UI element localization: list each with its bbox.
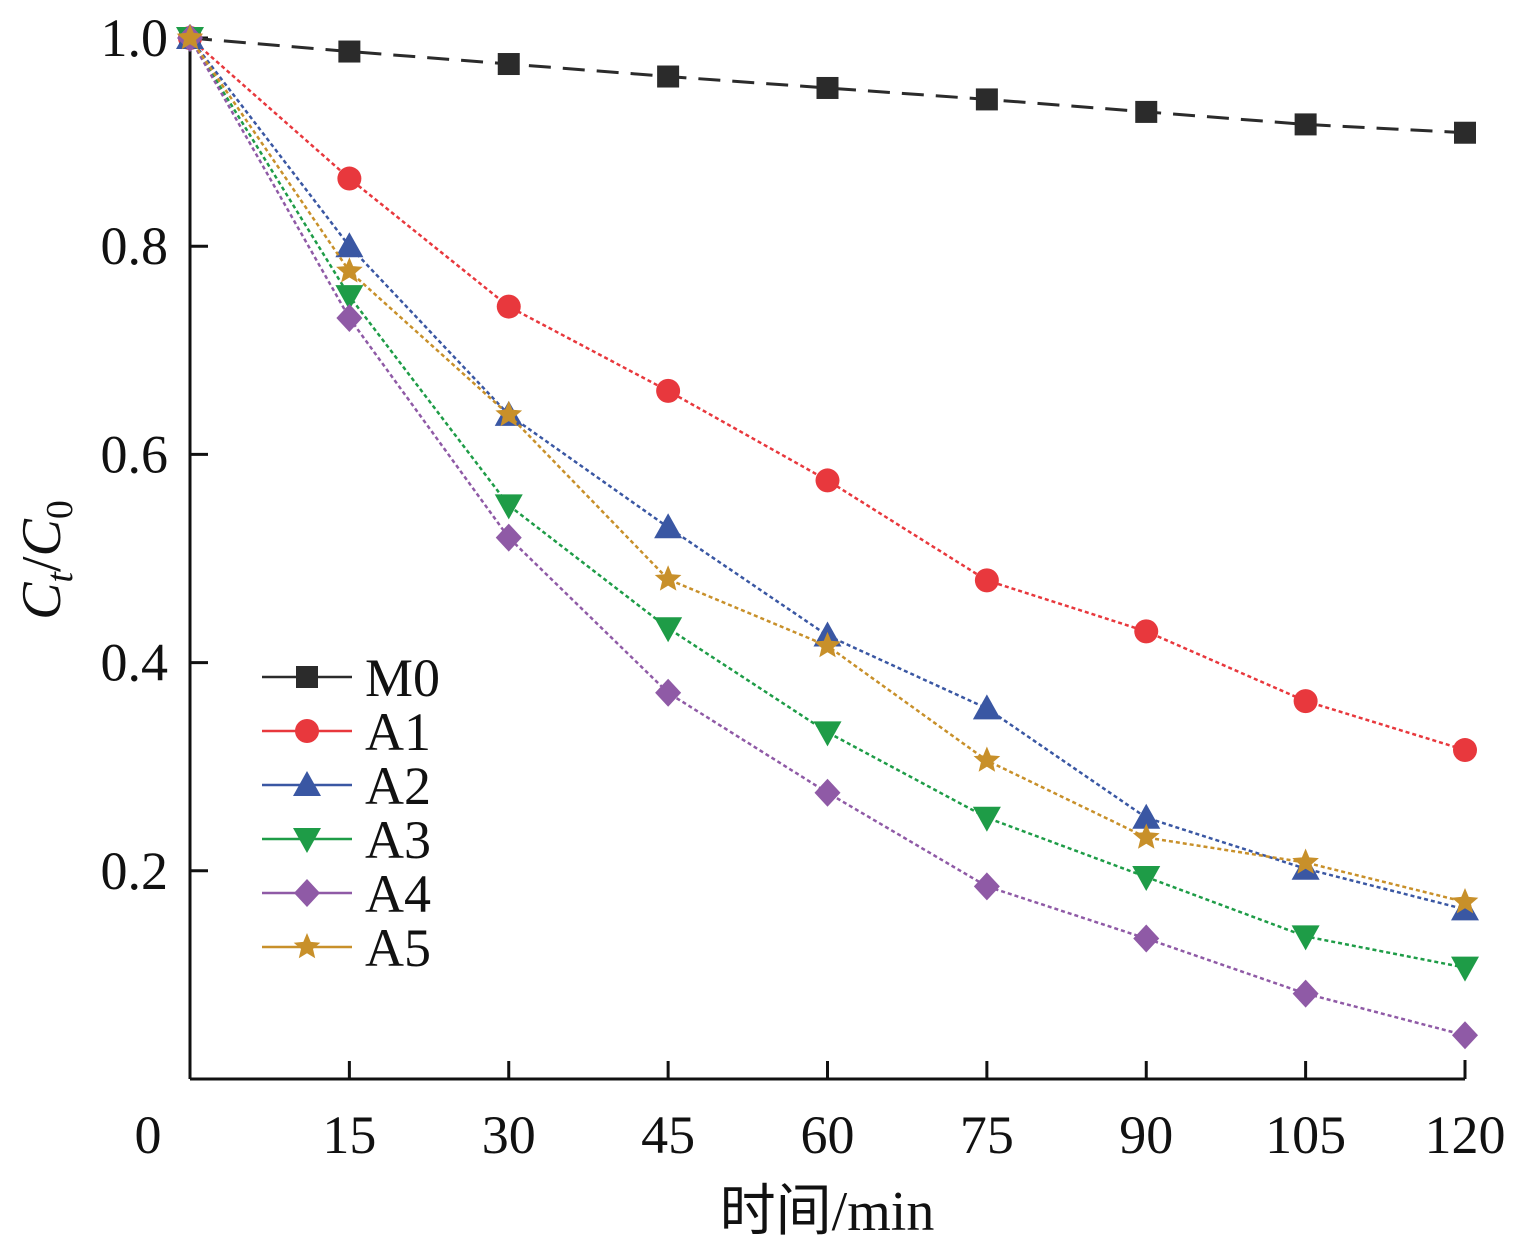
marker-triangle-down [1291, 925, 1320, 951]
x-tick-label: 90 [1119, 1105, 1173, 1165]
legend-item-a2: A2 [262, 756, 431, 816]
y-axis-title-sep: / [11, 556, 73, 572]
y-axis-title-den: C [11, 518, 73, 556]
marker-circle [496, 294, 521, 319]
marker-square [1135, 100, 1158, 123]
marker-diamond [336, 304, 363, 333]
marker-diamond [814, 778, 841, 807]
marker-square [1294, 113, 1317, 136]
marker-circle [1134, 619, 1159, 644]
y-axis-title-sub-t: t [39, 571, 81, 583]
y-tick-label: 0.6 [101, 424, 169, 484]
marker-diamond [1292, 979, 1319, 1008]
y-tick-label: 0.2 [101, 841, 169, 901]
x-tick-label: 105 [1265, 1105, 1346, 1165]
series-a5 [176, 24, 1479, 914]
marker-square [657, 65, 680, 88]
marker-square [296, 666, 318, 688]
x-tick-label: 15 [322, 1105, 376, 1165]
marker-square [1454, 121, 1476, 144]
marker-square [497, 53, 520, 76]
x-tick-label: 60 [801, 1105, 855, 1165]
y-axis-title: Ct/C0 [11, 500, 81, 620]
marker-triangle-down [494, 494, 523, 520]
legend-label: A1 [365, 702, 431, 762]
legend-label: A3 [365, 810, 431, 870]
legend-label: A4 [365, 864, 431, 924]
marker-circle [295, 719, 319, 743]
marker-diamond [294, 879, 320, 907]
marker-square [338, 40, 361, 63]
marker-triangle-down [972, 806, 1001, 832]
marker-star [495, 400, 523, 427]
series-layer [176, 24, 1479, 1050]
marker-diamond [655, 678, 682, 707]
y-tick-label: 0.8 [101, 216, 169, 276]
marker-star [1132, 823, 1160, 849]
x-tick-label: 45 [641, 1105, 695, 1165]
series-line-a2 [189, 37, 1466, 911]
x-tick-label: 120 [1425, 1105, 1506, 1165]
x-tick-label: 30 [482, 1105, 536, 1165]
marker-triangle-up [335, 232, 364, 258]
legend-label: A2 [365, 756, 431, 816]
legend-label: M0 [365, 648, 440, 708]
legend-item-a4: A4 [262, 864, 431, 924]
x-ticks: 0 15 30 45 60 75 90 105 120 [135, 1061, 1506, 1165]
legend-item-a5: A5 [262, 918, 431, 978]
series-line-a3 [188, 37, 1466, 969]
marker-star [176, 24, 204, 50]
y-tick-label: 1.0 [101, 8, 169, 68]
marker-triangle-down [654, 617, 683, 643]
marker-star [1292, 848, 1319, 874]
marker-triangle-down [335, 285, 364, 311]
marker-circle [1453, 738, 1477, 763]
marker-star [336, 257, 363, 283]
marker-triangle-up [293, 771, 321, 796]
marker-star [973, 746, 1001, 772]
marker-triangle-down [813, 721, 842, 747]
legend-label: A5 [365, 918, 431, 978]
marker-triangle-down [1451, 956, 1479, 982]
marker-triangle-up [972, 694, 1001, 720]
legend-item-m0: M0 [262, 648, 440, 708]
y-ticks: 0.2 0.4 0.6 0.8 1.0 [101, 8, 208, 901]
marker-star [814, 631, 841, 658]
marker-triangle-down [1132, 866, 1161, 892]
marker-circle [974, 568, 999, 593]
marker-circle [337, 166, 362, 191]
marker-star [654, 565, 682, 591]
x-tick-label: 0 [135, 1105, 162, 1165]
y-axis-title-main: C [11, 582, 73, 620]
marker-diamond [1133, 924, 1160, 953]
marker-diamond [973, 872, 1000, 901]
series-a3 [176, 27, 1479, 982]
marker-circle [1293, 689, 1318, 714]
series-m0 [179, 27, 1476, 144]
series-line-m0 [189, 36, 1466, 135]
y-axis-title-sub-0: 0 [39, 500, 81, 519]
marker-star [1451, 888, 1479, 914]
marker-triangle-up [1132, 803, 1161, 829]
marker-star [293, 933, 321, 959]
marker-diamond [495, 523, 522, 552]
legend-item-a1: A1 [262, 702, 431, 762]
legend-item-a3: A3 [262, 810, 431, 870]
marker-circle [656, 378, 681, 403]
y-tick-label: 0.4 [101, 633, 169, 693]
marker-circle [815, 468, 840, 493]
marker-square [816, 76, 839, 99]
marker-triangle-up [654, 513, 683, 539]
marker-triangle-down [293, 828, 321, 853]
x-tick-label: 75 [960, 1105, 1014, 1165]
marker-diamond [1452, 1021, 1478, 1050]
x-axis-title: 时间/min [720, 1181, 935, 1243]
marker-square [975, 88, 998, 111]
